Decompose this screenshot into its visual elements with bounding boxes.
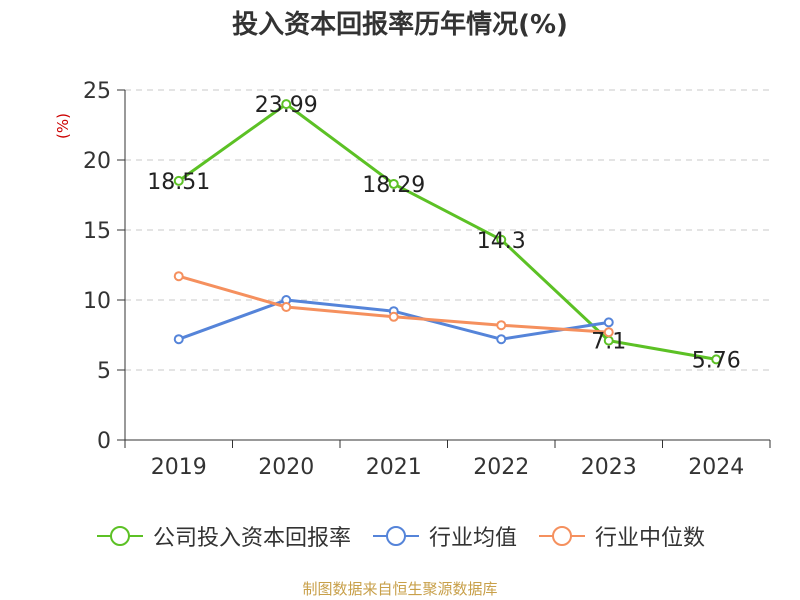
series-lines bbox=[173, 99, 722, 365]
series-line bbox=[177, 102, 717, 361]
x-tick-label: 2022 bbox=[473, 455, 529, 480]
legend: 公司投入资本回报率 行业均值 行业中位数 bbox=[0, 520, 800, 552]
y-tick-label: 15 bbox=[83, 219, 111, 244]
series-line bbox=[178, 274, 609, 334]
x-tick-label: 2023 bbox=[581, 455, 637, 480]
x-tick-label: 2024 bbox=[688, 455, 744, 480]
legend-swatch-icon bbox=[372, 526, 419, 546]
legend-item[interactable]: 行业均值 bbox=[371, 520, 517, 552]
data-point bbox=[603, 327, 614, 338]
legend-swatch-icon bbox=[96, 526, 143, 546]
data-point bbox=[388, 178, 399, 189]
x-tick-label: 2019 bbox=[151, 455, 207, 480]
data-point bbox=[496, 334, 507, 345]
chart-title: 投入资本回报率历年情况(%) bbox=[232, 10, 568, 40]
data-label: 5.76 bbox=[692, 348, 741, 373]
legend-label: 行业均值 bbox=[428, 526, 517, 551]
data-point bbox=[603, 317, 614, 328]
data-label: 23.99 bbox=[255, 93, 318, 118]
y-tick-label: 0 bbox=[97, 429, 111, 454]
data-point bbox=[281, 99, 292, 110]
y-tick-label: 25 bbox=[83, 79, 111, 104]
legend-swatch-icon bbox=[539, 526, 585, 546]
data-point bbox=[388, 311, 399, 322]
legend-label: 公司投入资本回报率 bbox=[152, 526, 351, 551]
axes: 0 5 10 15 20 25 2019 2020 2021 2022 2023 2024 bbox=[83, 79, 771, 480]
gridlines bbox=[125, 89, 770, 371]
data-label: 14.3 bbox=[477, 229, 526, 254]
data-label: 18.29 bbox=[362, 173, 425, 198]
data-point bbox=[173, 175, 184, 186]
legend-item[interactable]: 公司投入资本回报率 bbox=[95, 520, 351, 552]
data-point bbox=[173, 271, 184, 282]
y-tick-label: 10 bbox=[83, 289, 111, 314]
data-point bbox=[281, 302, 292, 312]
legend-item[interactable]: 行业中位数 bbox=[537, 520, 705, 552]
y-tick-label: 20 bbox=[83, 149, 111, 174]
legend-label: 行业中位数 bbox=[595, 526, 706, 551]
data-label: 18.51 bbox=[147, 170, 210, 195]
data-point bbox=[173, 334, 184, 345]
data-label: 7.1 bbox=[591, 330, 626, 355]
y-axis-unit-label: (%) bbox=[54, 113, 72, 139]
x-tick-label: 2020 bbox=[258, 455, 314, 480]
x-tick-label: 2021 bbox=[366, 455, 422, 480]
data-labels: 18.51 23.99 18.29 14.3 7.1 5.76 bbox=[147, 93, 740, 373]
data-point bbox=[496, 234, 507, 245]
data-point bbox=[496, 320, 507, 331]
source-note: 制图数据来自恒生聚源数据库 bbox=[302, 580, 498, 598]
y-tick-label: 5 bbox=[97, 359, 111, 384]
data-point bbox=[711, 354, 722, 365]
